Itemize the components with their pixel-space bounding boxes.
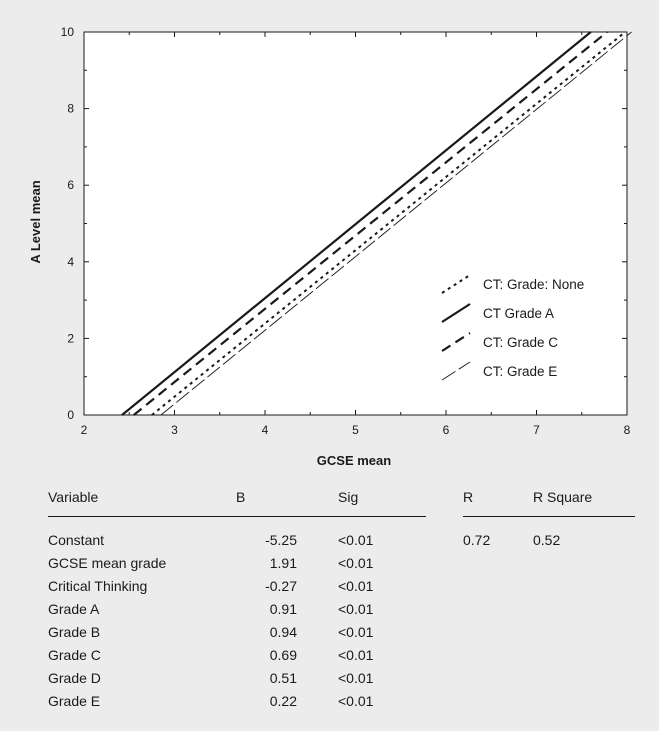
cell-b: 0.69 <box>269 647 297 663</box>
legend-swatch <box>441 274 471 294</box>
cell-r-square: 0.52 <box>533 532 561 548</box>
y-tick-label: 2 <box>67 331 74 345</box>
cell-variable: Grade C <box>48 647 101 663</box>
cell-variable: Grade B <box>48 624 101 640</box>
cell-sig: <0.01 <box>338 647 374 663</box>
cell-b: 0.51 <box>269 670 297 686</box>
legend-label: CT: Grade C <box>483 335 558 350</box>
x-tick-label: 6 <box>443 423 450 437</box>
legend-label: CT Grade A <box>483 306 554 321</box>
table-row: Constant -5.25 <0.01 0.72 0.52 <box>48 529 638 552</box>
header-b: B <box>236 489 246 505</box>
x-axis-title: GCSE mean <box>317 453 391 468</box>
table-row: Grade D 0.51 <0.01 <box>48 667 638 690</box>
cell-sig: <0.01 <box>338 693 374 709</box>
cell-b: -0.27 <box>265 578 297 594</box>
header-rule-left <box>48 516 426 517</box>
table-body: Constant -5.25 <0.01 0.72 0.52 GCSE mean grad… <box>48 529 638 713</box>
series-layer <box>121 31 632 416</box>
cell-b: -5.25 <box>265 532 297 548</box>
series-line <box>121 31 592 416</box>
cell-b: 0.91 <box>269 601 297 617</box>
cell-variable: Grade D <box>48 670 101 686</box>
cell-variable: Constant <box>48 532 105 548</box>
cell-b: 0.94 <box>269 624 297 640</box>
series-line <box>160 31 632 416</box>
cell-variable: Grade A <box>48 601 100 617</box>
header-sig: Sig <box>338 489 359 505</box>
y-tick-label: 8 <box>67 102 74 116</box>
legend-swatch <box>441 303 471 323</box>
x-tick-label: 4 <box>262 423 269 437</box>
header-rule-right <box>463 516 635 517</box>
cell-sig: <0.01 <box>338 601 374 617</box>
legend-swatch <box>441 361 471 381</box>
series-line <box>133 31 608 416</box>
header-r: R <box>463 489 474 505</box>
table-row: GCSE mean grade 1.91 <0.01 <box>48 552 638 575</box>
legend: CT: Grade: None CT Grade A CT: Grade C CT: … <box>441 274 584 381</box>
x-tick-label: 2 <box>81 423 88 437</box>
cell-sig: <0.01 <box>338 670 374 686</box>
cell-r: 0.72 <box>463 532 491 548</box>
y-tick-label: 6 <box>67 178 74 192</box>
legend-label: CT: Grade: None <box>483 277 584 292</box>
header-r-square: R Square <box>533 489 593 505</box>
y-tick-label: 0 <box>67 408 74 422</box>
header-variable: Variable <box>48 489 99 505</box>
regression-table: Variable B Sig R R Square Constant -5.25 <… <box>48 480 638 713</box>
legend-label: CT: Grade E <box>483 364 557 379</box>
cell-sig: <0.01 <box>338 532 374 548</box>
table-row: Critical Thinking -0.27 <0.01 <box>48 575 638 598</box>
x-tick-label: 5 <box>352 423 359 437</box>
cell-variable: Grade E <box>48 693 101 709</box>
cell-variable: GCSE mean grade <box>48 555 167 571</box>
cell-b: 0.22 <box>269 693 297 709</box>
table-row: Grade A 0.91 <0.01 <box>48 598 638 621</box>
cell-sig: <0.01 <box>338 555 374 571</box>
y-tick-label: 10 <box>61 25 75 39</box>
cell-sig: <0.01 <box>338 624 374 640</box>
legend-swatch <box>441 332 471 352</box>
table-row: Grade E 0.22 <0.01 <box>48 690 638 713</box>
x-tick-label: 8 <box>624 423 631 437</box>
table-header: Variable B Sig R R Square <box>48 480 638 517</box>
x-tick-label: 7 <box>533 423 540 437</box>
table-row: Grade C 0.69 <0.01 <box>48 644 638 667</box>
cell-variable: Critical Thinking <box>48 578 148 594</box>
table-row: Grade B 0.94 <0.01 <box>48 621 638 644</box>
cell-sig: <0.01 <box>338 578 374 594</box>
y-tick-label: 4 <box>67 255 74 269</box>
y-axis-title: A Level mean <box>28 180 43 263</box>
cell-b: 1.91 <box>269 555 297 571</box>
x-tick-label: 3 <box>171 423 178 437</box>
